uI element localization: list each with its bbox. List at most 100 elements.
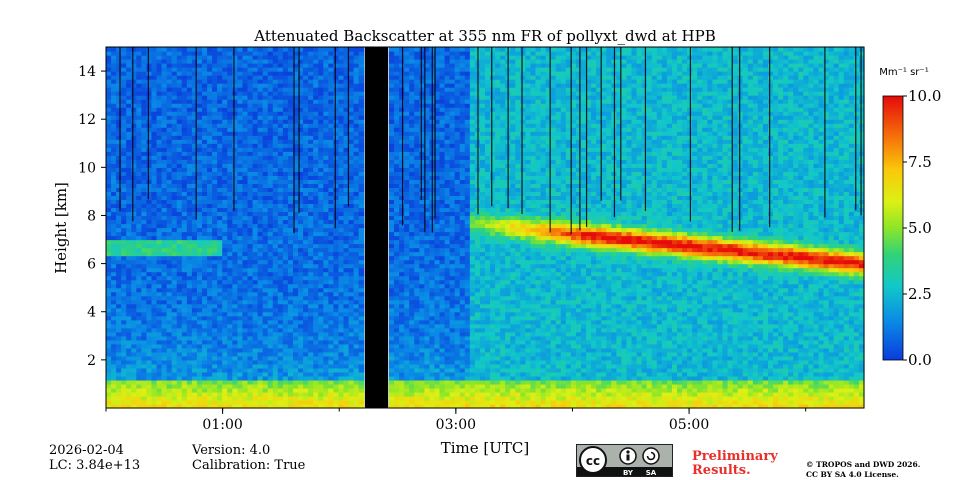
heatmap-cell (136, 175, 142, 180)
heatmap-cell (292, 111, 299, 116)
heatmap-cell (171, 199, 178, 205)
heatmap-cell (282, 323, 289, 329)
heatmap-cell (181, 127, 188, 132)
heatmap-cell (116, 127, 122, 132)
heatmap-cell (399, 127, 405, 132)
heatmap-cell (404, 127, 410, 132)
heatmap-cell (176, 275, 183, 281)
heatmap-cell (191, 227, 198, 233)
heatmap-cell (323, 287, 329, 293)
heatmap-cell (267, 155, 274, 160)
heatmap-cell (171, 223, 178, 229)
heatmap-cell (338, 147, 345, 152)
heatmap-cell (272, 291, 279, 297)
heatmap-cell (151, 179, 158, 184)
heatmap-cell (191, 171, 198, 176)
heatmap-cell (247, 243, 254, 249)
heatmap-cell (267, 143, 274, 148)
heatmap-cell (237, 279, 244, 285)
heatmap-cell (343, 283, 350, 289)
heatmap-cell (156, 55, 163, 60)
heatmap-cell (166, 207, 173, 213)
heatmap-cell (126, 391, 132, 397)
heatmap-cell (202, 99, 208, 104)
heatmap-cell (318, 391, 324, 397)
heatmap-cell (222, 47, 228, 52)
heatmap-cell (358, 175, 365, 180)
heatmap-cell (222, 255, 228, 261)
heatmap-cell (191, 95, 198, 100)
heatmap-cell (191, 75, 198, 80)
heatmap-cell (394, 239, 400, 245)
heatmap-cell (262, 303, 269, 309)
heatmap-cell (409, 223, 415, 229)
heatmap-cell (358, 139, 365, 144)
heatmap-cell (308, 115, 314, 120)
heatmap-cell (338, 231, 345, 237)
heatmap-cell (166, 379, 173, 385)
heatmap-cell (111, 371, 117, 377)
heatmap-cell (232, 379, 238, 385)
heatmap-cell (404, 403, 410, 409)
heatmap-cell (237, 371, 244, 377)
heatmap-cell (161, 327, 168, 333)
heatmap-cell (176, 363, 183, 369)
heatmap-cell (298, 343, 304, 349)
heatmap-cell (272, 95, 279, 100)
heatmap-cell (186, 75, 193, 80)
heatmap-cell (409, 231, 415, 237)
heatmap-cell (116, 291, 122, 297)
heatmap-cell (318, 291, 324, 297)
heatmap-cell (141, 59, 148, 64)
heatmap-cell (257, 331, 264, 337)
heatmap-cell (141, 119, 148, 124)
heatmap-cell (217, 227, 223, 233)
heatmap-cell (212, 247, 218, 253)
heatmap-cell (166, 227, 173, 233)
heatmap-cell (348, 151, 355, 156)
heatmap-cell (166, 307, 173, 313)
heatmap-cell (242, 307, 249, 313)
heatmap-cell (232, 171, 238, 176)
heatmap-cell (303, 147, 309, 152)
heatmap-cell (353, 79, 360, 84)
heatmap-cell (348, 347, 355, 353)
heatmap-cell (166, 271, 173, 277)
heatmap-cell (308, 223, 314, 229)
heatmap-cell (333, 63, 340, 68)
heatmap-cell (212, 219, 218, 225)
heatmap-cell (277, 195, 284, 201)
heatmap-cell (277, 279, 284, 285)
heatmap-cell (217, 387, 223, 393)
heatmap-cell (126, 399, 132, 405)
heatmap-cell (166, 47, 173, 52)
heatmap-cell (252, 403, 259, 409)
heatmap-cell (131, 231, 137, 237)
heatmap-cell (348, 131, 355, 136)
heatmap-cell (303, 203, 309, 209)
heatmap-cell (196, 287, 203, 293)
heatmap-cell (272, 403, 279, 409)
heatmap-cell (141, 183, 148, 188)
heatmap-cell (313, 379, 319, 385)
heatmap-cell (186, 371, 193, 377)
heatmap-cell (404, 215, 410, 221)
heatmap-cell (136, 355, 142, 361)
heatmap-cell (277, 371, 284, 377)
heatmap-cell (388, 167, 395, 172)
heatmap-cell (202, 139, 208, 144)
heatmap-cell (146, 267, 153, 273)
heatmap-cell (141, 63, 148, 68)
heatmap-cell (257, 47, 264, 52)
heatmap-cell (287, 91, 294, 96)
heatmap-cell (292, 383, 299, 389)
heatmap-cell (111, 335, 117, 341)
heatmap-cell (333, 263, 340, 269)
heatmap-cell (202, 323, 208, 329)
heatmap-cell (303, 191, 309, 197)
heatmap-cell (343, 159, 350, 164)
heatmap-cell (292, 283, 299, 289)
heatmap-cell (358, 83, 365, 88)
heatmap-cell (409, 395, 415, 401)
heatmap-cell (287, 87, 294, 92)
